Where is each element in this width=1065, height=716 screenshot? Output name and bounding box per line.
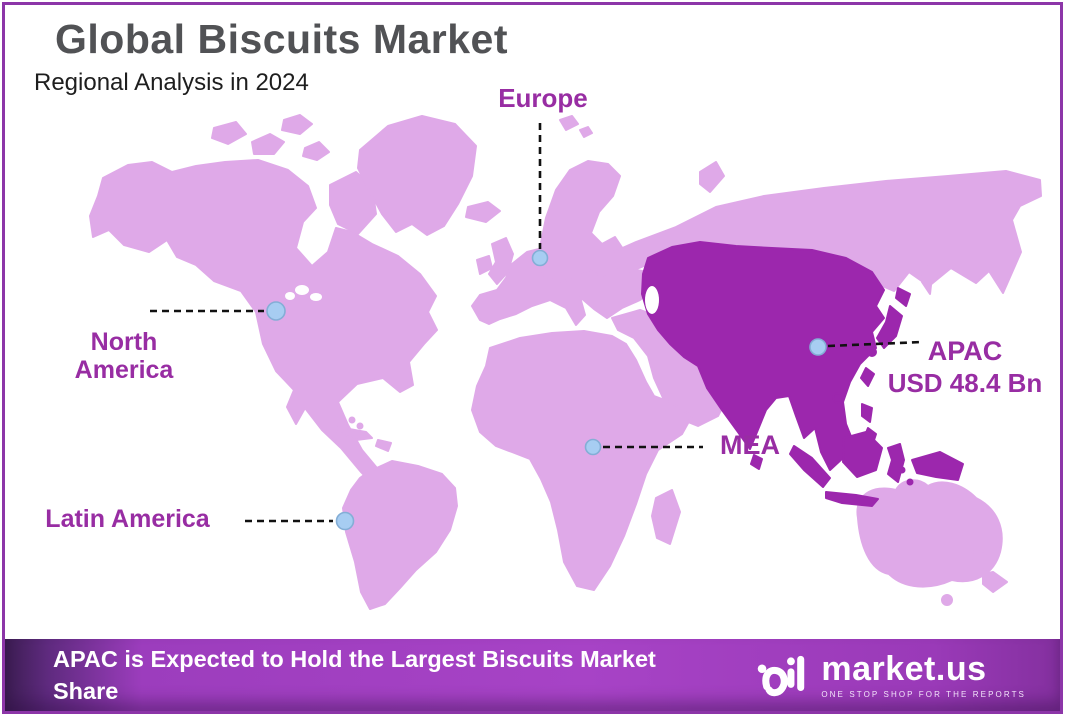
australia-landmass [856, 479, 1003, 588]
brand-name: market.us [821, 649, 987, 688]
region-label-apac: APAC USD 48.4 Bn [880, 336, 1050, 398]
north-america-landmass [89, 159, 438, 490]
region-label-europe: Europe [498, 83, 588, 113]
marker-lines [150, 123, 923, 523]
page-title: Global Biscuits Market [55, 16, 509, 62]
header: Global Biscuits Market Regional Analysis… [34, 16, 508, 97]
region-label-north-america: North America [74, 328, 174, 384]
africa-landmass [471, 330, 693, 591]
europe-marker-dot [531, 249, 549, 267]
apac-market-value: USD 48.4 Bn [887, 368, 1043, 399]
latin-america-marker-dot [335, 511, 355, 531]
page-subtitle: Regional Analysis in 2024 [34, 69, 309, 96]
brand-tagline: ONE STOP SHOP FOR THE REPORTS [821, 689, 1026, 699]
apac-name: APAC [927, 336, 1003, 366]
marker-dots [266, 249, 827, 531]
apac-region-highlight [641, 241, 964, 507]
region-label-latin-america: Latin America [45, 505, 210, 533]
brand-text: market.us ONE STOP SHOP FOR THE REPORTS [821, 652, 1026, 699]
apac-marker-line [827, 340, 923, 348]
market-us-logo-icon [758, 655, 805, 697]
footer-banner: APAC is Expected to Hold the Largest Bis… [5, 639, 1060, 711]
landmass-light [89, 114, 1042, 610]
south-america-landmass [342, 460, 458, 610]
footer-headline: APAC is Expected to Hold the Largest Bis… [53, 645, 656, 704]
apac-marker-dot [809, 338, 827, 356]
greenland-landmass [357, 115, 477, 236]
brand-logo: market.us ONE STOP SHOP FOR THE REPORTS [751, 650, 1060, 700]
north-america-marker-dot [266, 301, 286, 321]
asia-dark-landmass [641, 241, 885, 471]
region-label-mea: MEA [720, 430, 780, 460]
mea-marker-dot [584, 438, 602, 456]
lakes-and-seas [285, 285, 659, 314]
